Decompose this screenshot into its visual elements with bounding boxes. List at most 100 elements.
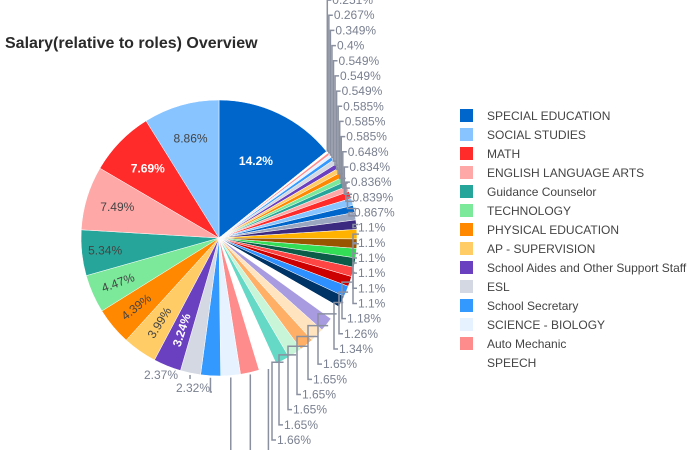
legend-item[interactable]: School Secretary xyxy=(460,296,686,315)
slice-label: 1.65% xyxy=(313,372,347,386)
slice-label: 1.66% xyxy=(277,433,311,447)
legend-swatch xyxy=(460,223,473,236)
legend-label: SPEECH xyxy=(487,355,537,370)
slice-label: 0.4% xyxy=(337,39,365,53)
legend-label: Guidance Counselor xyxy=(487,184,597,199)
legend-label: TECHNOLOGY xyxy=(487,203,572,218)
legend-item[interactable]: Auto Mechanic xyxy=(460,334,686,353)
leader-line xyxy=(331,44,336,159)
leader-line xyxy=(335,90,342,171)
slice-label: 1.65% xyxy=(323,357,357,371)
legend-item[interactable]: SPEECH xyxy=(460,353,686,372)
legend-item[interactable]: SPECIAL EDUCATION xyxy=(460,106,686,125)
pie-slice[interactable] xyxy=(145,99,220,239)
leader-line xyxy=(341,281,352,320)
slice-label: 1.26% xyxy=(344,327,378,341)
slice-label: 1.1% xyxy=(358,251,386,265)
leader-line xyxy=(343,166,352,196)
leader-line xyxy=(338,291,349,335)
leader-line xyxy=(352,262,357,290)
leader-line xyxy=(329,29,335,156)
legend-item[interactable]: MATH xyxy=(460,144,686,163)
slice-label: 0.251% xyxy=(332,0,373,7)
leader-line xyxy=(328,14,333,154)
leader-line xyxy=(352,252,359,274)
leader-line xyxy=(317,313,337,365)
slice-label: 14.2% xyxy=(239,154,273,168)
leader-line xyxy=(342,151,350,189)
leader-line xyxy=(340,135,348,184)
slice-label: 0.267% xyxy=(334,8,375,22)
legend-item[interactable]: AP - SUPERVISION xyxy=(460,239,686,258)
legend-label: ENGLISH LANGUAGE ARTS xyxy=(487,165,645,180)
legend-swatch xyxy=(460,128,473,141)
legend-item[interactable]: PHYSICAL EDUCATION xyxy=(460,220,686,239)
slice-label: 0.585% xyxy=(346,130,387,144)
slice-label: 0.549% xyxy=(339,54,380,68)
legend-item[interactable]: SOCIAL STUDIES xyxy=(460,125,686,144)
slice-label: 1.34% xyxy=(339,342,373,356)
legend-item[interactable]: SCIENCE - BIOLOGY xyxy=(460,315,686,334)
chart-title: Salary(relative to roles) Overview xyxy=(5,35,258,52)
legend-item[interactable]: ESL xyxy=(460,277,686,296)
pie-slice[interactable] xyxy=(218,99,327,239)
leader-line xyxy=(326,0,332,152)
leader-line xyxy=(348,211,358,217)
slice-label: 1.1% xyxy=(358,281,386,295)
legend-swatch xyxy=(460,318,473,331)
slice-label: 1.1% xyxy=(358,266,386,280)
legend-swatch xyxy=(460,204,473,217)
slice-label: 1.18% xyxy=(347,312,381,326)
slice-label: 1.65% xyxy=(293,403,327,417)
leader-line xyxy=(352,233,359,244)
leader-line xyxy=(271,361,284,441)
leader-line xyxy=(352,223,359,229)
legend-label: PHYSICAL EDUCATION xyxy=(487,222,620,237)
legend-swatch xyxy=(460,242,473,255)
legend-label: SOCIAL STUDIES xyxy=(487,127,586,142)
legend-label: School Secretary xyxy=(487,298,579,313)
legend-swatch xyxy=(460,261,473,274)
slice-label: 0.648% xyxy=(348,145,389,159)
slice-label: 5.34% xyxy=(88,243,122,257)
slice-label: 1.1% xyxy=(358,221,386,235)
slice-label: 7.69% xyxy=(131,162,165,176)
legend-swatch xyxy=(460,356,473,369)
leader-line xyxy=(287,345,308,411)
legend-swatch xyxy=(460,337,473,350)
slice-label: 1.65% xyxy=(284,418,318,432)
slice-label: 8.86% xyxy=(174,131,208,145)
legend-label: SCIENCE - BIOLOGY xyxy=(487,317,606,332)
legend-item[interactable]: Guidance Counselor xyxy=(460,182,686,201)
slice-label: 1.1% xyxy=(358,296,386,310)
legend: SPECIAL EDUCATION SOCIAL STUDIES MATH ENGLI… xyxy=(460,106,686,372)
slice-label: 0.585% xyxy=(343,99,384,113)
slice-label: 1.65% xyxy=(302,387,336,401)
legend-label: MATH xyxy=(487,146,521,161)
slice-label: 7.49% xyxy=(100,200,134,214)
legend-swatch xyxy=(460,109,473,122)
slice-label: 1.1% xyxy=(358,236,386,250)
legend-swatch xyxy=(460,147,473,160)
leader-line xyxy=(345,181,355,203)
leader-line xyxy=(346,196,356,210)
slice-label: 0.839% xyxy=(352,190,393,204)
leader-line xyxy=(338,120,346,180)
slice-label: 0.349% xyxy=(335,23,376,37)
leader-line xyxy=(332,60,338,162)
legend-item[interactable]: School Aides and Other Support Staff xyxy=(460,258,686,277)
legend-item[interactable]: ENGLISH LANGUAGE ARTS xyxy=(460,163,686,182)
legend-label: SPECIAL EDUCATION xyxy=(487,108,611,123)
legend-label: AP - SUPERVISION xyxy=(487,241,596,256)
legend-label: ESL xyxy=(487,279,510,294)
legend-swatch xyxy=(460,185,473,198)
legend-item[interactable]: TECHNOLOGY xyxy=(460,201,686,220)
slice-label: 0.836% xyxy=(351,175,392,189)
legend-swatch xyxy=(460,280,473,293)
slice-label: 2.37% xyxy=(144,368,178,382)
slice-label: 0.867% xyxy=(354,205,395,219)
slice-label: 0.834% xyxy=(349,160,390,174)
legend-label: Auto Mechanic xyxy=(487,336,567,351)
leader-line xyxy=(209,377,212,393)
